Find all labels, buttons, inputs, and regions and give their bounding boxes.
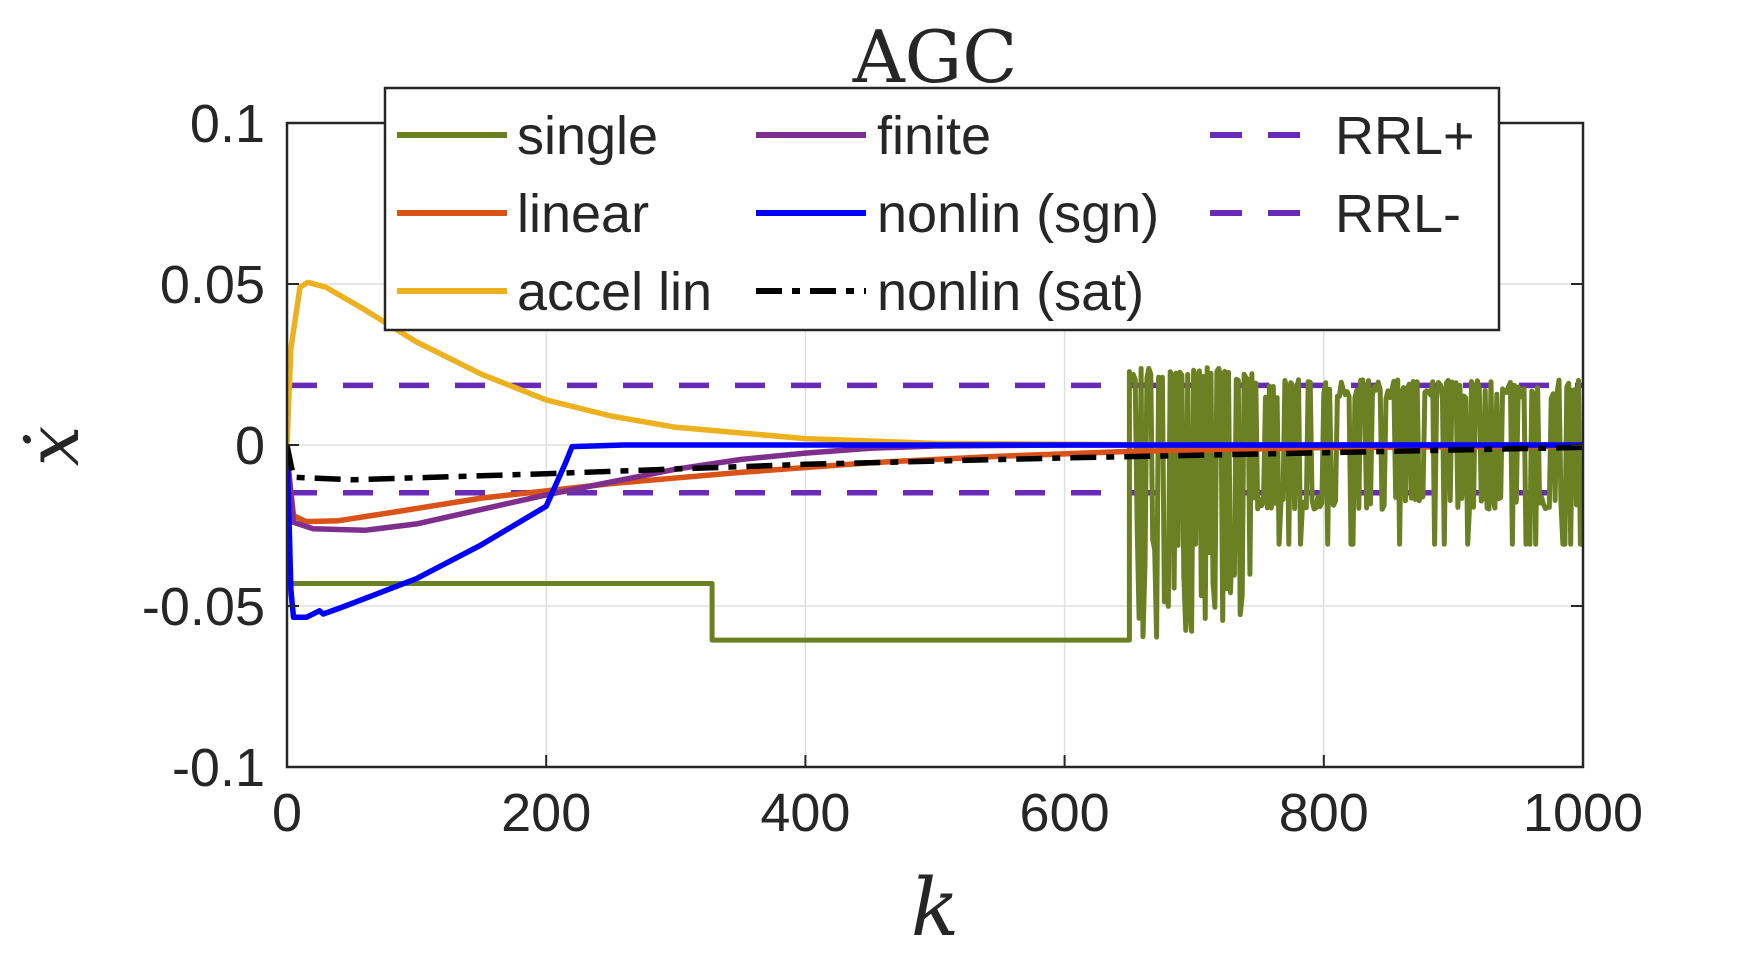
y-tick-label: 0: [235, 416, 265, 476]
legend-label: linear: [517, 184, 649, 244]
y-tick-label: 0.1: [190, 94, 265, 154]
legend-label: finite: [877, 106, 991, 166]
series-line-single: [287, 365, 1583, 643]
series-line-nonlin-sat-: [287, 444, 1583, 483]
x-tick-label: 600: [1020, 783, 1110, 843]
y-axis-label: ẋ: [11, 426, 95, 467]
y-tick-label: 0.05: [160, 255, 265, 315]
series-line-nonlin-sgn-: [287, 442, 1583, 621]
x-tick-label: 0: [272, 783, 302, 843]
x-tick-label: 200: [501, 783, 591, 843]
y-tick-label: -0.05: [142, 577, 265, 637]
x-tick-label: 1000: [1523, 783, 1643, 843]
legend-label: single: [517, 106, 658, 166]
x-axis-label: k: [911, 861, 959, 954]
legend-label: RRL+: [1335, 106, 1475, 166]
legend: single linear accel lin finite nonlin (sgn) n…: [383, 86, 1501, 332]
series-layer: [287, 279, 1583, 643]
chart-title: AGC: [852, 15, 1018, 99]
x-tick-label: 400: [760, 783, 850, 843]
x-tick-label: 800: [1279, 783, 1369, 843]
y-tick-label: -0.1: [172, 738, 265, 798]
legend-box: [383, 86, 1501, 332]
legend-label: accel lin: [517, 262, 712, 322]
legend-label: nonlin (sgn): [877, 184, 1159, 244]
axes: 0 200 400 600 800 1000 0.1 0.05 0 -0.05 -0.1: [142, 94, 1643, 843]
series-line-accel-lin: [287, 279, 1583, 448]
legend-label: RRL-: [1335, 184, 1461, 244]
legend-label: nonlin (sat): [877, 262, 1144, 322]
